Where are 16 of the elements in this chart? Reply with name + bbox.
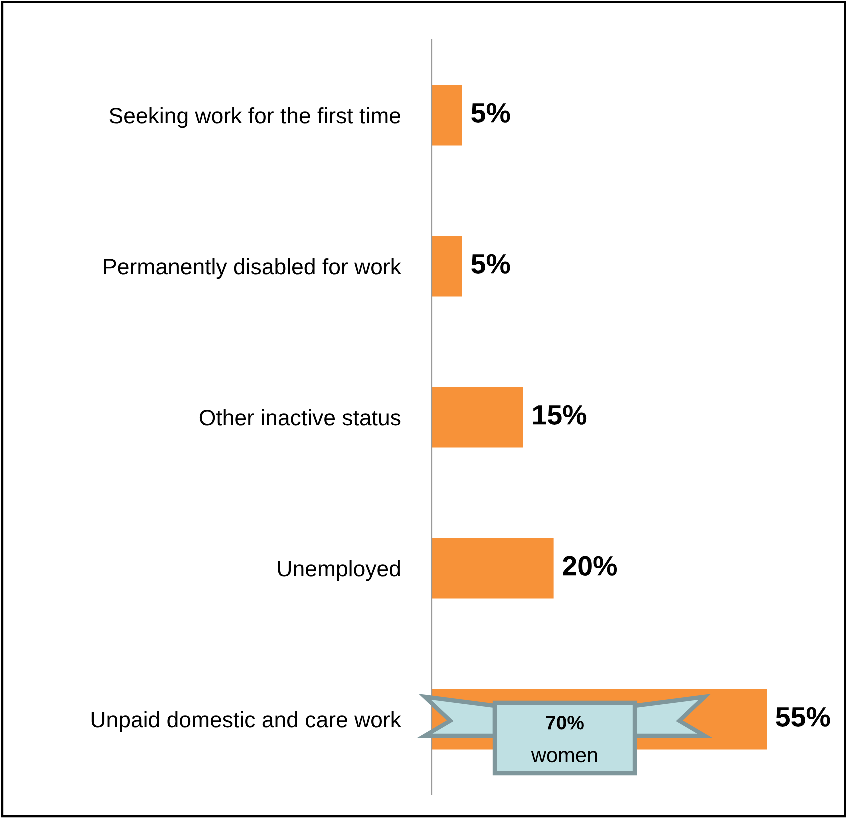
y-tick-label: Permanently disabled for work [104, 258, 402, 280]
data-label: 55% [776, 707, 830, 727]
data-label: 20% [563, 556, 618, 576]
annotation: 70% [546, 716, 584, 730]
data-label: 5% [472, 103, 510, 123]
data-label: 5% [472, 254, 510, 274]
y-tick-label: Unpaid domestic and care work [92, 711, 402, 732]
bar [432, 538, 554, 599]
bar [432, 236, 462, 297]
data-label: 15% [533, 405, 587, 425]
y-tick-label: Unemployed [278, 560, 400, 582]
y-tick-label: Seeking work for the first time [110, 107, 400, 128]
y-tick-label: Other inactive status [200, 409, 401, 426]
bar [432, 387, 524, 448]
bar [432, 85, 462, 146]
annotation: women [531, 751, 598, 763]
